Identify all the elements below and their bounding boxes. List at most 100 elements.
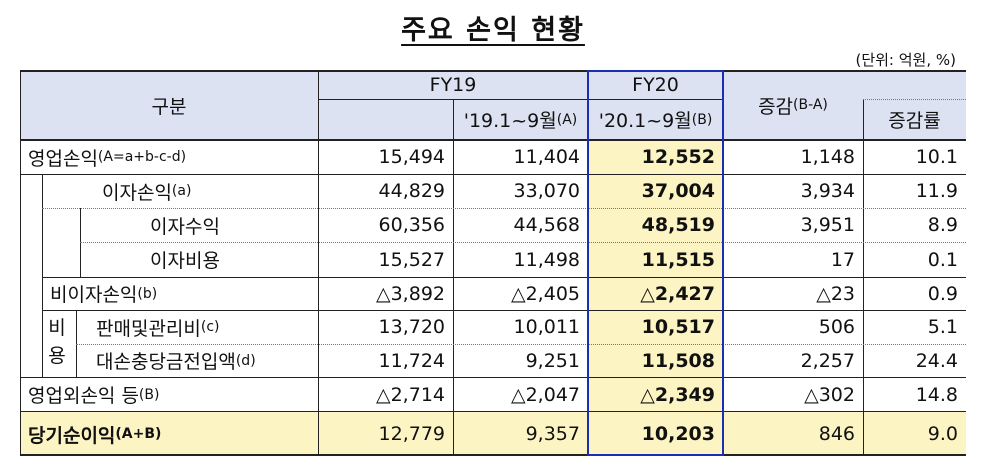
table-cell-a: 44,568 (513, 214, 580, 236)
header-bottom-border (20, 139, 966, 141)
table-cell-rate: 0.1 (927, 248, 958, 271)
table-cell-diff: △23 (816, 282, 855, 305)
indent2-border (80, 208, 81, 278)
row-label-tag: (d) (235, 352, 256, 369)
col-a-border (453, 99, 454, 456)
table-cell-rate: 11.9 (915, 180, 958, 202)
row-label-text: 판매및관리비 (96, 317, 201, 340)
table-cell-a: 9,251 (525, 349, 580, 372)
header-change: 증감 (B-A) (723, 70, 863, 140)
table-cell-diff: 1,148 (800, 146, 855, 168)
title-text: 주요 손익 현황 (401, 15, 585, 46)
table-cell-b: 11,508 (641, 349, 715, 372)
left-border (20, 70, 21, 456)
table-cell-a: 9,357 (525, 423, 580, 445)
row-label: 당기순이익 (A+B) (20, 412, 318, 456)
change-tag: (B-A) (793, 97, 828, 113)
row-label: 이자비용 (80, 242, 318, 277)
row-label: 대손충당금전입액 (d) (76, 344, 318, 377)
row-label-text: 비이자손익 (50, 284, 138, 306)
table-cell-diff: 3,951 (800, 214, 855, 236)
table-cell-rate: 14.8 (915, 383, 958, 406)
table-cell-fy19: 12,779 (378, 423, 445, 445)
table-cell-fy19: 60,356 (378, 214, 445, 236)
table-cell-b: 12,552 (641, 146, 715, 168)
change-label: 증감 (758, 95, 794, 118)
row-label-text: 영업외손익 등 (28, 385, 139, 407)
table-cell-rate: 8.9 (927, 214, 958, 236)
table-top-border (20, 70, 966, 72)
table-cell-b: 37,004 (641, 180, 715, 202)
table-cell-rate: 10.1 (915, 146, 958, 168)
row-label-tag: (a) (171, 183, 192, 199)
fy20-period-label: '20.1~9월 (598, 110, 692, 132)
row-label: 영업외손익 등 (B) (20, 377, 318, 412)
table-cell-b: 10,203 (641, 423, 715, 445)
table-cell-fy19: 15,527 (378, 248, 445, 271)
table-cell-a: 33,070 (513, 180, 580, 202)
side-label-char2: 용 (48, 344, 66, 367)
fy20-highlight (588, 140, 723, 412)
table-cell-rate: 24.4 (915, 349, 958, 372)
table-bottom-border (20, 454, 966, 456)
table-cell-fy19: 44,829 (378, 180, 445, 202)
row-label-text: 대손충당금전입액 (96, 351, 236, 373)
unit-note: (단위: 억원, %) (855, 51, 956, 69)
table-cell-b: 48,519 (641, 214, 715, 236)
sga-top-border (42, 310, 966, 311)
col-rate-border (863, 99, 864, 456)
fy20-sub-border (588, 99, 723, 100)
table-cell-diff: 3,934 (800, 180, 855, 202)
row-label-tag: (B) (138, 386, 160, 403)
page-title: 주요 손익 현황 (0, 8, 986, 47)
row-label-text: 이자비용 (150, 250, 220, 272)
nonint-top-border (42, 277, 966, 278)
row-label-tag: (A=a+b-c-d) (97, 149, 187, 165)
opinc-bottom-border (20, 174, 966, 175)
side-label-char1: 비 (48, 316, 66, 339)
row-label: 이자손익 (a) (42, 174, 318, 208)
header-fy20-period: '20.1~9월 (B) (588, 99, 723, 140)
table-cell-diff: △302 (804, 383, 855, 406)
row-label: 영업손익 (A=a+b-c-d) (20, 140, 318, 174)
table-cell-fy19: 13,720 (378, 316, 445, 338)
table-cell-a: 10,011 (513, 316, 580, 338)
fy19-period-label: '19.1~9월 (463, 110, 557, 132)
indent-border (42, 174, 43, 377)
table-cell-b: △2,349 (640, 383, 715, 406)
table-cell-diff: 2,257 (800, 349, 855, 372)
income-table: 구분 FY19 '19.1~9월 (A) FY20 '20.1~9월 (B) 증감(… (20, 70, 966, 456)
header-rate-top (863, 70, 966, 99)
table-cell-diff: 506 (818, 316, 855, 338)
interest-divider (42, 208, 966, 209)
row-label-tag: (b) (137, 285, 158, 302)
nonop-top-border (20, 377, 966, 378)
row-label-tag: (c) (200, 319, 220, 335)
net-income-top-border (20, 411, 966, 412)
table-cell-b: 10,517 (641, 316, 715, 338)
row-label-tag: (A+B) (115, 426, 162, 442)
table-cell-b: △2,427 (640, 282, 715, 305)
table-cell-a: △2,047 (510, 383, 580, 406)
rate-dotted-divider (863, 99, 966, 100)
table-cell-fy19: △3,892 (375, 282, 445, 305)
table-cell-diff: 846 (818, 423, 855, 445)
header-fy19-annual (318, 99, 453, 140)
table-cell-rate: 0.9 (927, 282, 958, 305)
table-cell-diff: 17 (830, 248, 855, 271)
interest-income-divider (80, 242, 966, 243)
row-label-text: 당기순이익 (28, 424, 116, 447)
row-label: 비이자손익 (b) (42, 277, 318, 310)
table-cell-rate: 5.1 (927, 316, 958, 338)
row-label: 판매및관리비 (c) (76, 310, 318, 344)
table-cell-a: 11,404 (513, 146, 580, 168)
table-cell-fy19: 11,724 (378, 349, 445, 372)
col-diff-border (723, 70, 724, 456)
header-change-rate: 증감률 (863, 99, 966, 140)
table-cell-b: 11,515 (641, 248, 715, 271)
table-cell-rate: 9.0 (927, 423, 958, 445)
row-label-text: 이자수익 (150, 215, 220, 238)
row-label-text: 이자손익 (102, 181, 172, 204)
header-fy19: FY19 (318, 70, 588, 99)
table-cell-a: 11,498 (513, 248, 580, 271)
